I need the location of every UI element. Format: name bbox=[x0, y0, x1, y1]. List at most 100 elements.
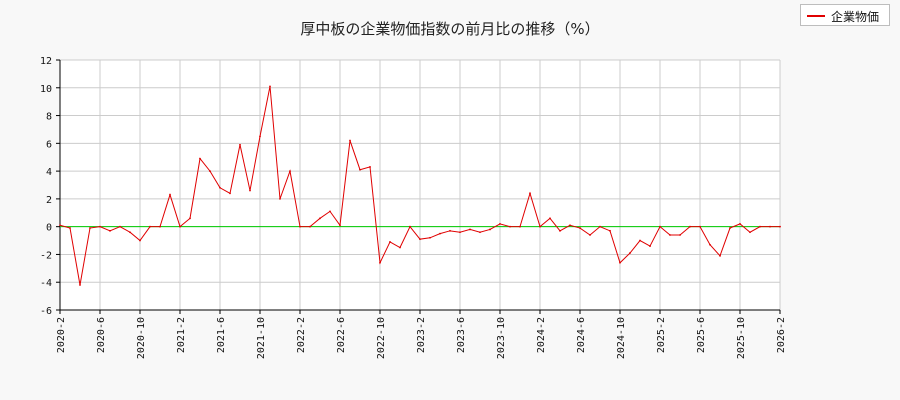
data-point bbox=[719, 254, 721, 257]
data-point bbox=[609, 229, 611, 232]
x-tick-label: 2023-6 bbox=[456, 317, 467, 353]
data-point bbox=[129, 231, 131, 234]
data-point bbox=[59, 224, 61, 227]
legend-label-kigyo-bukka: 企業物価 bbox=[831, 10, 880, 24]
data-point bbox=[319, 217, 321, 220]
data-point bbox=[629, 252, 631, 254]
data-point bbox=[189, 217, 191, 220]
x-tick-label: 2020-10 bbox=[136, 317, 147, 359]
x-tick-label: 2021-10 bbox=[256, 317, 267, 359]
data-point bbox=[599, 225, 601, 228]
y-tick-label: 8 bbox=[46, 112, 52, 123]
data-point bbox=[669, 234, 671, 236]
x-tick-label: 2026-2 bbox=[776, 317, 787, 353]
x-tick-label: 2024-2 bbox=[536, 317, 547, 353]
data-point bbox=[509, 225, 511, 228]
x-tick-label: 2023-10 bbox=[496, 317, 507, 359]
x-tick-label: 2021-2 bbox=[176, 317, 187, 353]
y-tick-label: 12 bbox=[40, 56, 52, 67]
data-point bbox=[749, 231, 751, 234]
data-point bbox=[209, 170, 211, 173]
axes bbox=[56, 59, 781, 314]
data-point bbox=[729, 227, 731, 229]
data-point bbox=[409, 225, 411, 228]
x-tick-label: 2024-6 bbox=[576, 317, 587, 353]
data-point bbox=[779, 225, 781, 228]
data-point bbox=[519, 225, 521, 228]
data-point bbox=[689, 225, 691, 228]
x-tick-label: 2020-2 bbox=[56, 317, 67, 353]
data-point bbox=[159, 225, 161, 228]
data-point bbox=[119, 225, 121, 228]
data-point bbox=[739, 222, 741, 225]
data-point bbox=[709, 243, 711, 246]
y-tick-label: 6 bbox=[46, 139, 52, 150]
y-tick-label: 10 bbox=[40, 84, 52, 95]
y-tick-label: 2 bbox=[46, 195, 52, 206]
y-tick-label: 4 bbox=[46, 167, 52, 178]
x-tick-label: 2024-10 bbox=[616, 317, 627, 359]
x-tick-labels: 2020-2 2020-6 2020-10 2021-2 2021-6 2021-10 20… bbox=[56, 317, 787, 359]
data-point bbox=[329, 210, 331, 213]
y-tick-label: 0 bbox=[46, 223, 52, 234]
y-tick-label: -4 bbox=[40, 278, 52, 289]
data-point bbox=[479, 231, 481, 234]
data-point bbox=[299, 225, 301, 228]
data-point bbox=[549, 217, 551, 220]
data-point bbox=[109, 229, 111, 232]
legend-swatch-kigyo-bukka bbox=[807, 15, 825, 17]
data-point bbox=[229, 192, 231, 195]
y-tick-label: -6 bbox=[40, 306, 52, 317]
data-point bbox=[659, 225, 661, 228]
data-point bbox=[459, 231, 461, 234]
data-point bbox=[499, 222, 501, 225]
data-point bbox=[339, 224, 341, 227]
data-point bbox=[249, 189, 251, 192]
data-point bbox=[679, 234, 681, 236]
data-point bbox=[439, 232, 441, 235]
data-point bbox=[429, 236, 431, 239]
data-point bbox=[99, 225, 101, 228]
x-tick-label: 2025-6 bbox=[696, 317, 707, 353]
data-point bbox=[259, 135, 261, 138]
data-point bbox=[349, 139, 351, 142]
x-tick-label: 2022-10 bbox=[376, 317, 387, 359]
data-point bbox=[619, 261, 621, 264]
x-tick-label: 2022-6 bbox=[336, 317, 347, 353]
grid-lines bbox=[59, 59, 781, 311]
data-point bbox=[179, 225, 181, 228]
data-point bbox=[309, 225, 311, 228]
data-point bbox=[379, 261, 381, 264]
data-point bbox=[649, 245, 651, 248]
data-point bbox=[769, 225, 771, 228]
data-point bbox=[569, 224, 571, 227]
data-point bbox=[579, 227, 581, 229]
x-tick-label: 2022-2 bbox=[296, 317, 307, 353]
data-point bbox=[589, 234, 591, 236]
data-point bbox=[369, 166, 371, 168]
data-point bbox=[69, 227, 71, 229]
data-point bbox=[449, 229, 451, 232]
data-point bbox=[539, 225, 541, 228]
data-point bbox=[219, 186, 221, 189]
data-point bbox=[279, 197, 281, 200]
data-point bbox=[239, 143, 241, 146]
data-point bbox=[389, 241, 391, 243]
series-layer bbox=[59, 85, 781, 286]
data-point bbox=[199, 157, 201, 160]
data-point bbox=[169, 193, 171, 196]
data-point bbox=[469, 228, 471, 231]
data-point bbox=[149, 225, 151, 228]
data-point bbox=[139, 239, 141, 242]
data-point bbox=[399, 246, 401, 249]
data-point bbox=[559, 229, 561, 232]
data-point bbox=[269, 85, 271, 88]
y-tick-label: -2 bbox=[40, 250, 52, 261]
x-tick-label: 2025-10 bbox=[736, 317, 747, 359]
x-tick-label: 2025-2 bbox=[656, 317, 667, 353]
data-point bbox=[289, 170, 291, 173]
x-tick-label: 2021-6 bbox=[216, 317, 227, 353]
data-point bbox=[89, 227, 91, 229]
